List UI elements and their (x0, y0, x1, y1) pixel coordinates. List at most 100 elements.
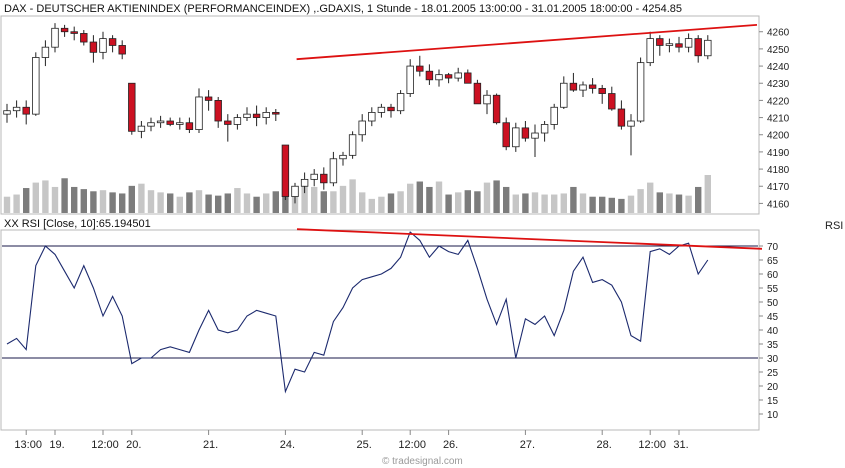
volume-bar (42, 180, 49, 213)
candle (368, 112, 376, 122)
candle (464, 72, 472, 84)
rsi-tick-label: 25 (767, 368, 779, 379)
candle (70, 31, 78, 34)
time-tick-label: 12:00 (398, 439, 426, 451)
volume-bar (551, 194, 558, 213)
volume-bar (99, 190, 107, 213)
candle (118, 45, 126, 55)
candle (339, 154, 347, 160)
volume-bar (493, 180, 500, 213)
price-tick-label: 4180 (767, 165, 790, 176)
volume-bar (704, 175, 711, 213)
volume-bar (119, 193, 126, 213)
volume-bar (695, 186, 702, 213)
volume-bar (666, 193, 673, 213)
candle (80, 33, 88, 43)
candle (684, 38, 693, 48)
volume-bar (263, 193, 270, 213)
volume-bar (339, 185, 347, 213)
volume-bar (234, 188, 241, 213)
price-tick-label: 4190 (767, 148, 790, 159)
time-tick-label: 28. (597, 439, 612, 451)
candle (588, 84, 597, 89)
volume-bars (3, 175, 711, 213)
candle (675, 43, 683, 48)
volume-bar (205, 194, 212, 213)
time-tick-label: 26. (443, 439, 458, 451)
volume-bar (608, 197, 615, 213)
volume-bar (176, 196, 183, 213)
volume-bar (627, 195, 635, 213)
time-tick-label: 25. (357, 439, 372, 451)
time-tick-label: 20. (126, 439, 141, 451)
volume-bar (167, 193, 174, 213)
candle (569, 82, 578, 91)
candle (291, 185, 299, 197)
volume-bar (272, 191, 279, 213)
volume-bar (647, 182, 654, 213)
volume-bar (522, 193, 529, 213)
time-tick-label: 21. (203, 439, 218, 451)
candle (224, 120, 232, 125)
price-tick-label: 4220 (767, 96, 790, 107)
rsi-tick-label: 60 (767, 270, 779, 281)
volume-bar (368, 198, 375, 213)
price-tick-label: 4230 (767, 79, 790, 90)
volume-bar (455, 192, 462, 213)
volume-bar (483, 182, 491, 213)
candle (617, 108, 626, 127)
volume-bar (224, 193, 231, 213)
candle (262, 112, 270, 118)
candle (598, 87, 606, 94)
price-panel (0, 15, 760, 215)
candle (444, 74, 453, 79)
candle (300, 178, 309, 187)
candle (147, 122, 155, 127)
rsi-axis-title: RSI (825, 220, 843, 232)
candle (176, 122, 184, 125)
rsi-tick-label: 20 (767, 382, 779, 393)
candle (435, 74, 443, 81)
candle (540, 124, 549, 134)
rsi-tick-label: 10 (767, 410, 779, 421)
volume-bar (416, 181, 423, 213)
candle (137, 125, 146, 132)
candle (694, 38, 702, 57)
volume-bar (426, 186, 433, 213)
volume-bar (320, 191, 327, 213)
candle (492, 94, 501, 124)
time-tick-label: 12:00 (91, 439, 119, 451)
candle (51, 27, 59, 48)
volume-bar (13, 194, 20, 213)
volume-bar (579, 193, 587, 213)
candle (473, 82, 482, 105)
volume-bar (147, 190, 155, 213)
candle (377, 106, 386, 113)
volume-bar (464, 190, 471, 213)
candle (636, 62, 645, 122)
rsi-tick-label: 30 (767, 354, 779, 365)
volume-bar (282, 188, 289, 213)
rsi-tick-label: 65 (767, 256, 779, 267)
candle (22, 106, 30, 115)
volume-bar (243, 193, 251, 213)
candle (521, 127, 530, 139)
volume-bar (589, 196, 596, 213)
time-tick-label: 24. (280, 439, 295, 451)
volume-bar (656, 192, 663, 213)
volume-bar (186, 192, 193, 213)
rsi-line (6, 231, 709, 394)
candle (665, 43, 674, 46)
candle (656, 38, 664, 46)
candle (560, 82, 568, 108)
candle (406, 65, 414, 94)
rsi-tick-label: 15 (767, 396, 779, 407)
volume-bar (637, 189, 644, 213)
rsi-axis: 10 15 20 25 30 35 40 45 50 55 60 65 70 (759, 242, 779, 421)
rsi-panel (0, 229, 760, 431)
candle (60, 27, 69, 33)
volume-bar (23, 188, 30, 213)
volume-bar (215, 195, 222, 213)
volume-bar (378, 196, 385, 213)
